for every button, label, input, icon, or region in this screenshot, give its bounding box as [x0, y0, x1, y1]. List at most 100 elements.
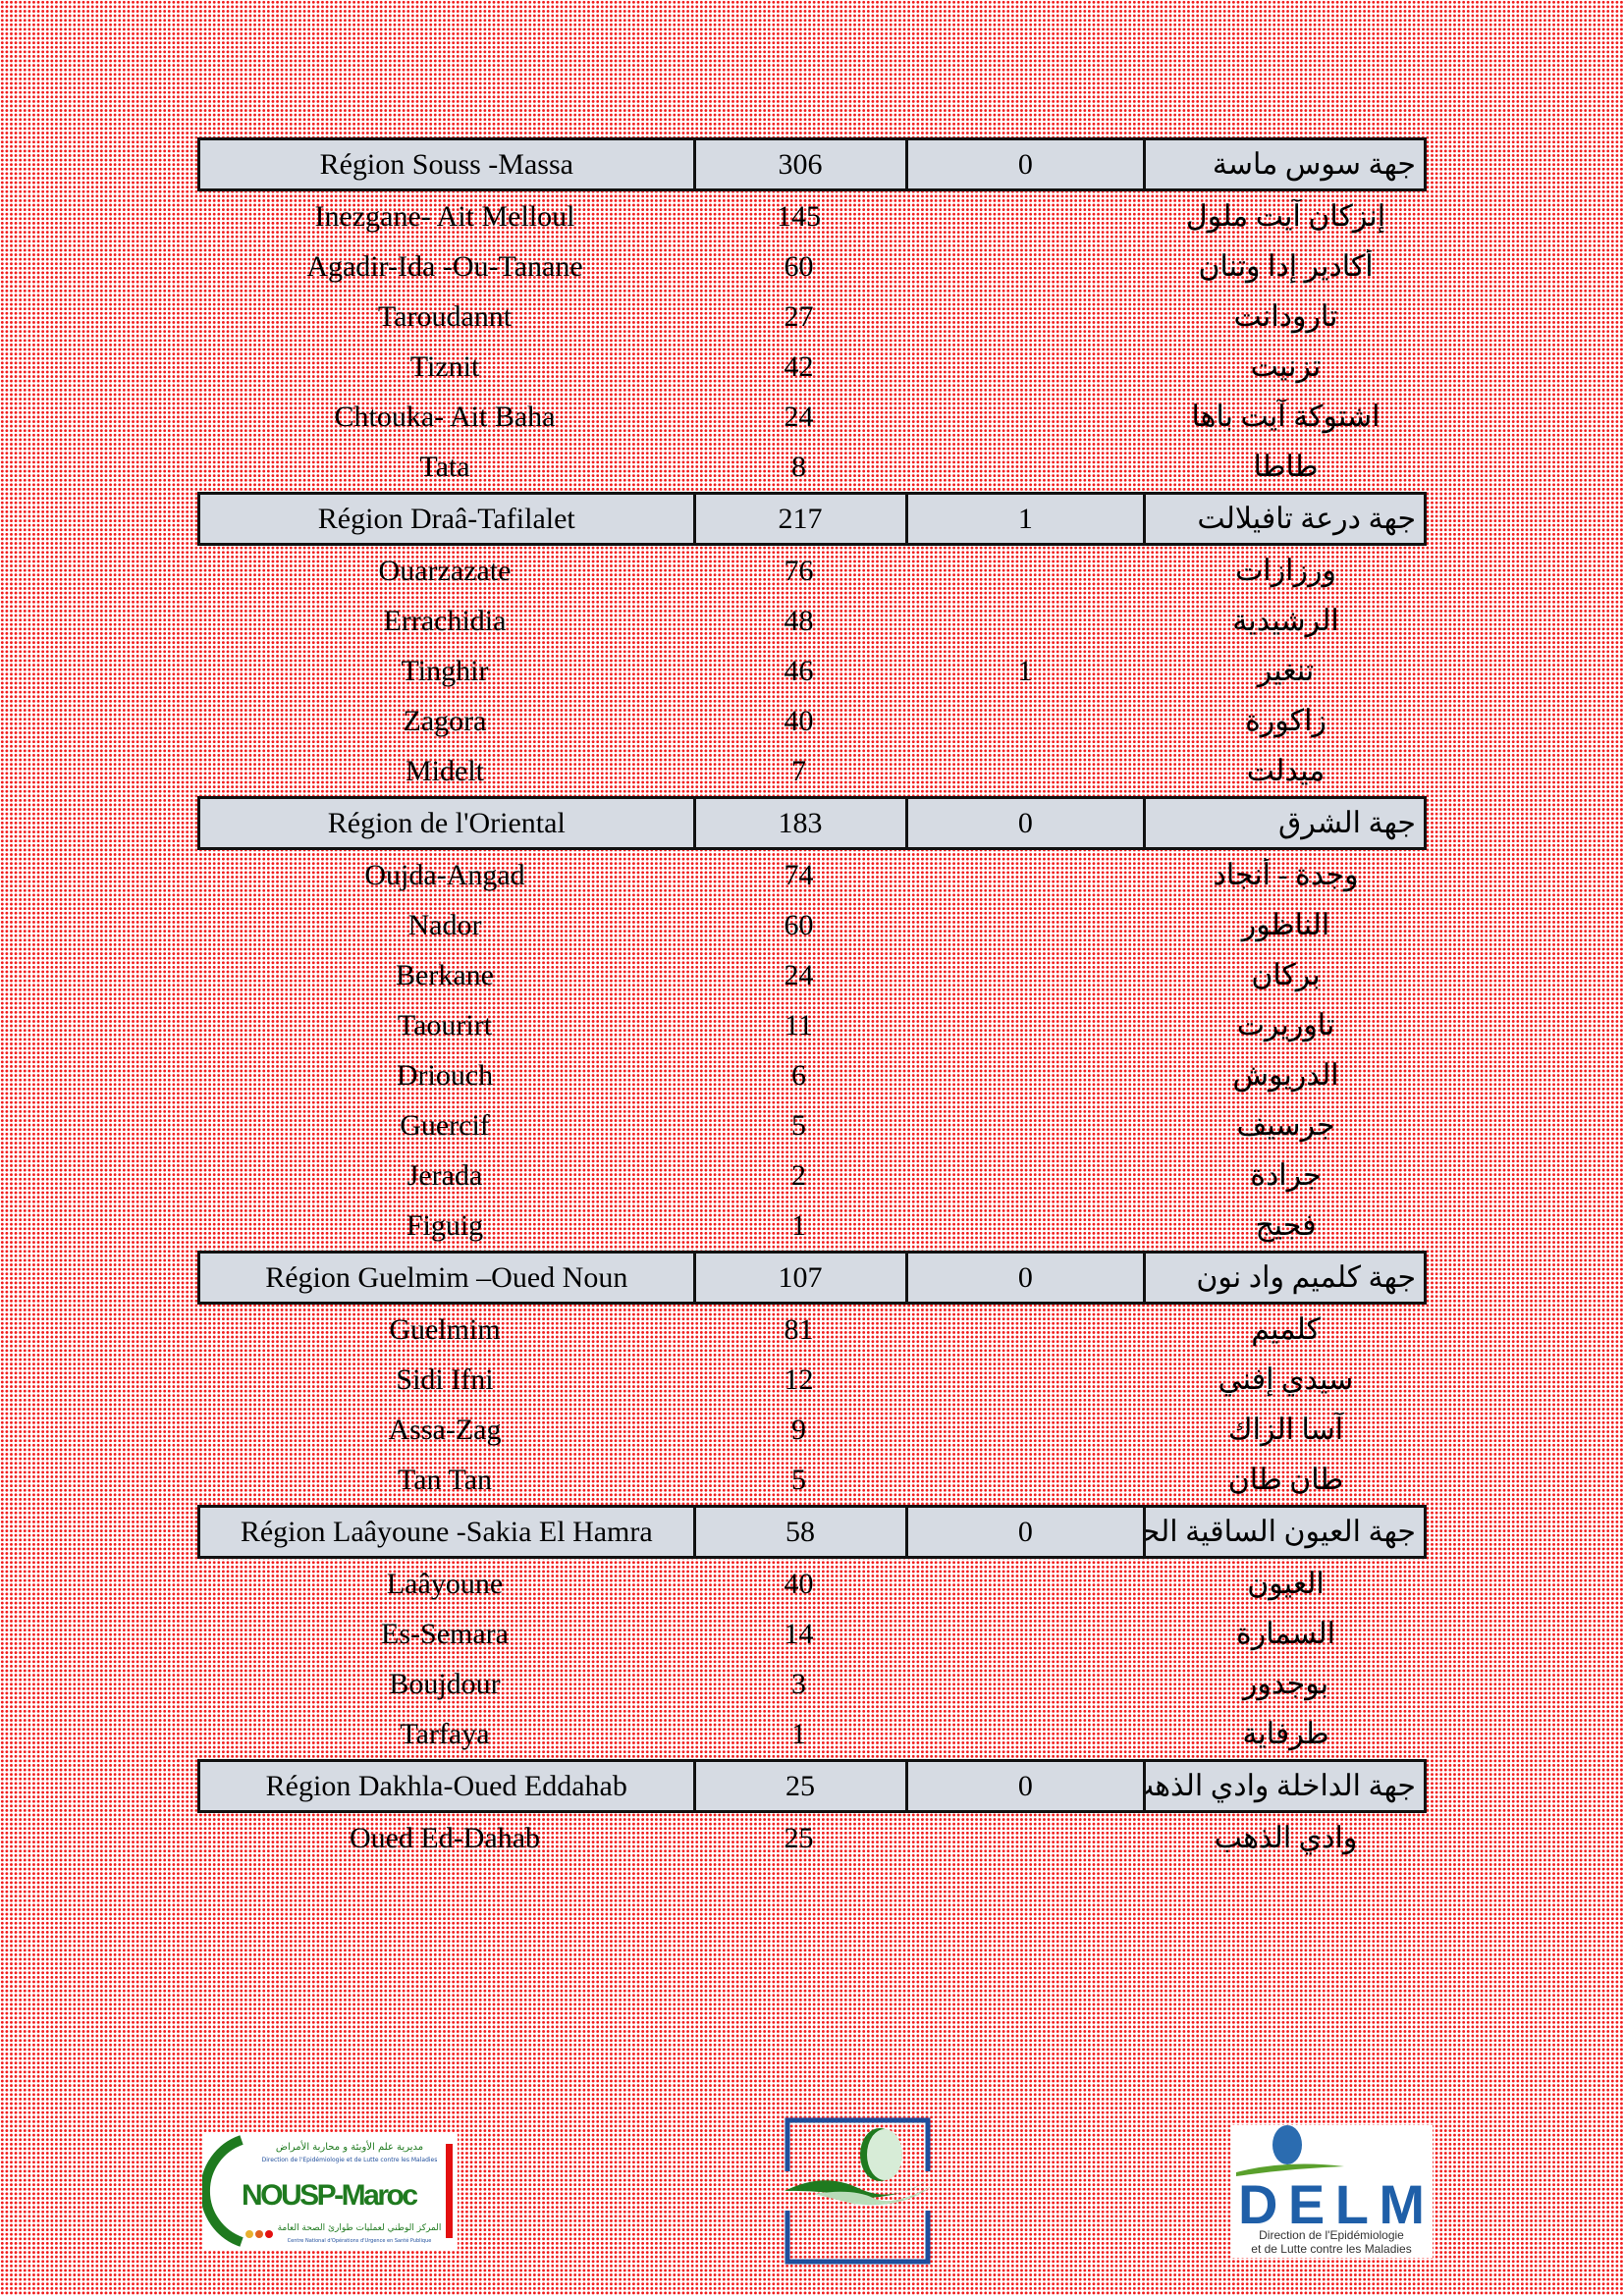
district-name-fr: Taourirt: [397, 1008, 493, 1041]
district-total: 76: [784, 554, 814, 587]
district-name-fr: Laâyoune: [386, 1567, 504, 1600]
svg-text:DELM: DELM: [1238, 2173, 1425, 2235]
region-name-fr: Région de l'Oriental: [327, 806, 566, 839]
district-total: 24: [784, 958, 814, 991]
svg-text:Centre National d'Opérations d: Centre National d'Opérations d'Urgence e…: [288, 2237, 432, 2244]
district-row: Jerada 2 جرادة: [197, 1150, 1427, 1201]
district-name-fr: Tata: [419, 450, 470, 483]
district-row: Errachidia 48 الرشيدية: [197, 596, 1427, 646]
district-name-fr: Oujda-Angad: [364, 858, 525, 891]
district-name-ar: سيدي إفني: [1218, 1363, 1354, 1396]
district-row: Tiznit 42 تزنيت: [197, 342, 1427, 392]
region-value: 0: [904, 140, 1144, 188]
district-name-ar: تاوريرت: [1236, 1009, 1335, 1041]
district-row: Figuig 1 فجيج: [197, 1201, 1427, 1251]
region-value: 0: [904, 1762, 1144, 1810]
district-row: Driouch 6 الدريوش: [197, 1050, 1427, 1100]
district-name-fr: Agadir-Ida -Ou-Tanane: [306, 249, 583, 283]
region-name-fr: Région Draâ-Tafilalet: [317, 502, 575, 535]
district-name-fr: Tarfaya: [400, 1717, 490, 1750]
region-value: 0: [904, 1508, 1144, 1556]
district-row: Tarfaya 1 طرفاية: [197, 1709, 1427, 1759]
district-total: 1: [791, 1717, 806, 1750]
district-name-fr: Sidi Ifni: [396, 1362, 494, 1396]
district-name-fr: Jerada: [406, 1158, 483, 1192]
district-row: Tan Tan 5 طان طان: [197, 1455, 1427, 1505]
region-header-row: Région Guelmim –Oued Noun 107 0 جهة كلميم و…: [197, 1251, 1427, 1305]
district-total: 8: [791, 450, 806, 483]
region-header-row: Région de l'Oriental 183 0 جهة الشرق: [197, 796, 1427, 850]
district-total: 2: [791, 1158, 806, 1192]
district-name-fr: Chtouka- Ait Baha: [334, 400, 556, 433]
region-name-fr: Région Guelmim –Oued Noun: [265, 1260, 628, 1294]
district-name-ar: كلميم: [1251, 1313, 1321, 1346]
district-row: Laâyoune 40 العيون: [197, 1559, 1427, 1609]
district-name-fr: Es-Semara: [381, 1617, 509, 1650]
district-row: Guercif 5 جرسيف: [197, 1100, 1427, 1150]
district-name-fr: Zagora: [403, 704, 487, 737]
district-name-fr: Midelt: [406, 754, 484, 787]
district-name-fr: Tiznit: [409, 349, 480, 383]
delm-logo: DELM Direction de l'Epidémiologie et de …: [1231, 2125, 1433, 2258]
district-name-ar: وادي الذهب: [1214, 1822, 1358, 1854]
district-total: 145: [777, 199, 821, 233]
district-total: 5: [791, 1463, 806, 1496]
district-total: 48: [784, 604, 814, 637]
district-total: 5: [791, 1108, 806, 1142]
district-name-ar: جرادة: [1250, 1159, 1322, 1192]
district-name-fr: Figuig: [406, 1208, 484, 1242]
district-row: Oued Ed-Dahab 25 وادي الذهب: [197, 1813, 1427, 1863]
district-row: Boujdour 3 بوجدور: [197, 1659, 1427, 1709]
district-total: 46: [784, 654, 814, 687]
region-name-ar: جهة درعة تافيلالت: [1143, 495, 1424, 543]
district-total: 3: [791, 1667, 806, 1700]
district-total: 81: [784, 1312, 814, 1346]
district-name-ar: اشتوكة آيت باها: [1191, 400, 1380, 433]
district-name-ar: فجيج: [1255, 1209, 1317, 1242]
district-value: 1: [1017, 654, 1033, 687]
region-header-row: Région Souss -Massa 306 0 جهة سوس ماسة: [197, 137, 1427, 191]
district-row: Berkane 24 بركان: [197, 950, 1427, 1000]
district-total: 74: [784, 858, 814, 891]
district-name-ar: جرسيف: [1236, 1109, 1335, 1142]
district-row: Tinghir 46 1 تنغير: [197, 646, 1427, 696]
svg-text:NOUSP-Maroc: NOUSP-Maroc: [242, 2179, 418, 2212]
district-name-ar: طان طان: [1227, 1464, 1344, 1496]
region-name-fr: Région Laâyoune -Sakia El Hamra: [240, 1515, 653, 1548]
region-total: 183: [692, 799, 905, 847]
region-total: 107: [692, 1254, 905, 1302]
district-name-ar: الرشيدية: [1232, 605, 1339, 637]
district-row: Tata 8 طاطا: [197, 442, 1427, 492]
svg-text:et de Lutte contre les Maladie: et de Lutte contre les Maladies: [1251, 2242, 1411, 2256]
region-name-fr: Région Souss -Massa: [319, 147, 573, 181]
district-row: Ouarzazate 76 ورزازات: [197, 546, 1427, 596]
region-name-ar: جهة الداخلة وادي الذهب: [1143, 1762, 1424, 1810]
district-row: Taourirt 11 تاوريرت: [197, 1000, 1427, 1050]
district-name-ar: بوجدور: [1242, 1668, 1329, 1700]
cases-by-region-table: Région Souss -Massa 306 0 جهة سوس ماسة Inezg…: [197, 137, 1427, 1863]
district-name-fr: Tinghir: [401, 654, 489, 687]
district-total: 11: [785, 1008, 813, 1041]
district-name-fr: Errachidia: [383, 604, 507, 637]
district-row: Inezgane- Ait Melloul 145 إنزكان آيت ملول: [197, 191, 1427, 241]
district-name-ar: الناظور: [1241, 909, 1330, 941]
district-total: 9: [791, 1413, 806, 1446]
district-name-ar: ميدلت: [1246, 755, 1326, 787]
nousp-maroc-logo: مديرية علم الأوبئة و محاربة الأمراض Dire…: [199, 2132, 458, 2250]
district-name-fr: Boujdour: [389, 1667, 501, 1700]
region-name-ar: جهة العيون الساقية الحمراء: [1143, 1508, 1424, 1556]
district-total: 60: [784, 249, 814, 283]
district-name-ar: آسا الزاك: [1227, 1414, 1344, 1446]
svg-text:المركز الوطني لعمليات طوارئ ال: المركز الوطني لعمليات طوارئ الصحة العامة: [278, 2223, 442, 2233]
region-header-row: Région Dakhla-Oued Eddahab 25 0 جهة الداخلة…: [197, 1759, 1427, 1813]
ministry-of-health-logo: [785, 2117, 932, 2265]
district-name-ar: العيون: [1247, 1568, 1325, 1600]
district-total: 27: [784, 299, 814, 333]
region-name-fr: Région Dakhla-Oued Eddahab: [265, 1769, 627, 1802]
district-row: Guelmim 81 كلميم: [197, 1305, 1427, 1355]
district-row: Assa-Zag 9 آسا الزاك: [197, 1405, 1427, 1455]
district-name-ar: تنغير: [1257, 655, 1315, 687]
region-name-ar: جهة سوس ماسة: [1143, 140, 1424, 188]
district-name-ar: الدريوش: [1232, 1059, 1339, 1092]
region-total: 217: [692, 495, 905, 543]
